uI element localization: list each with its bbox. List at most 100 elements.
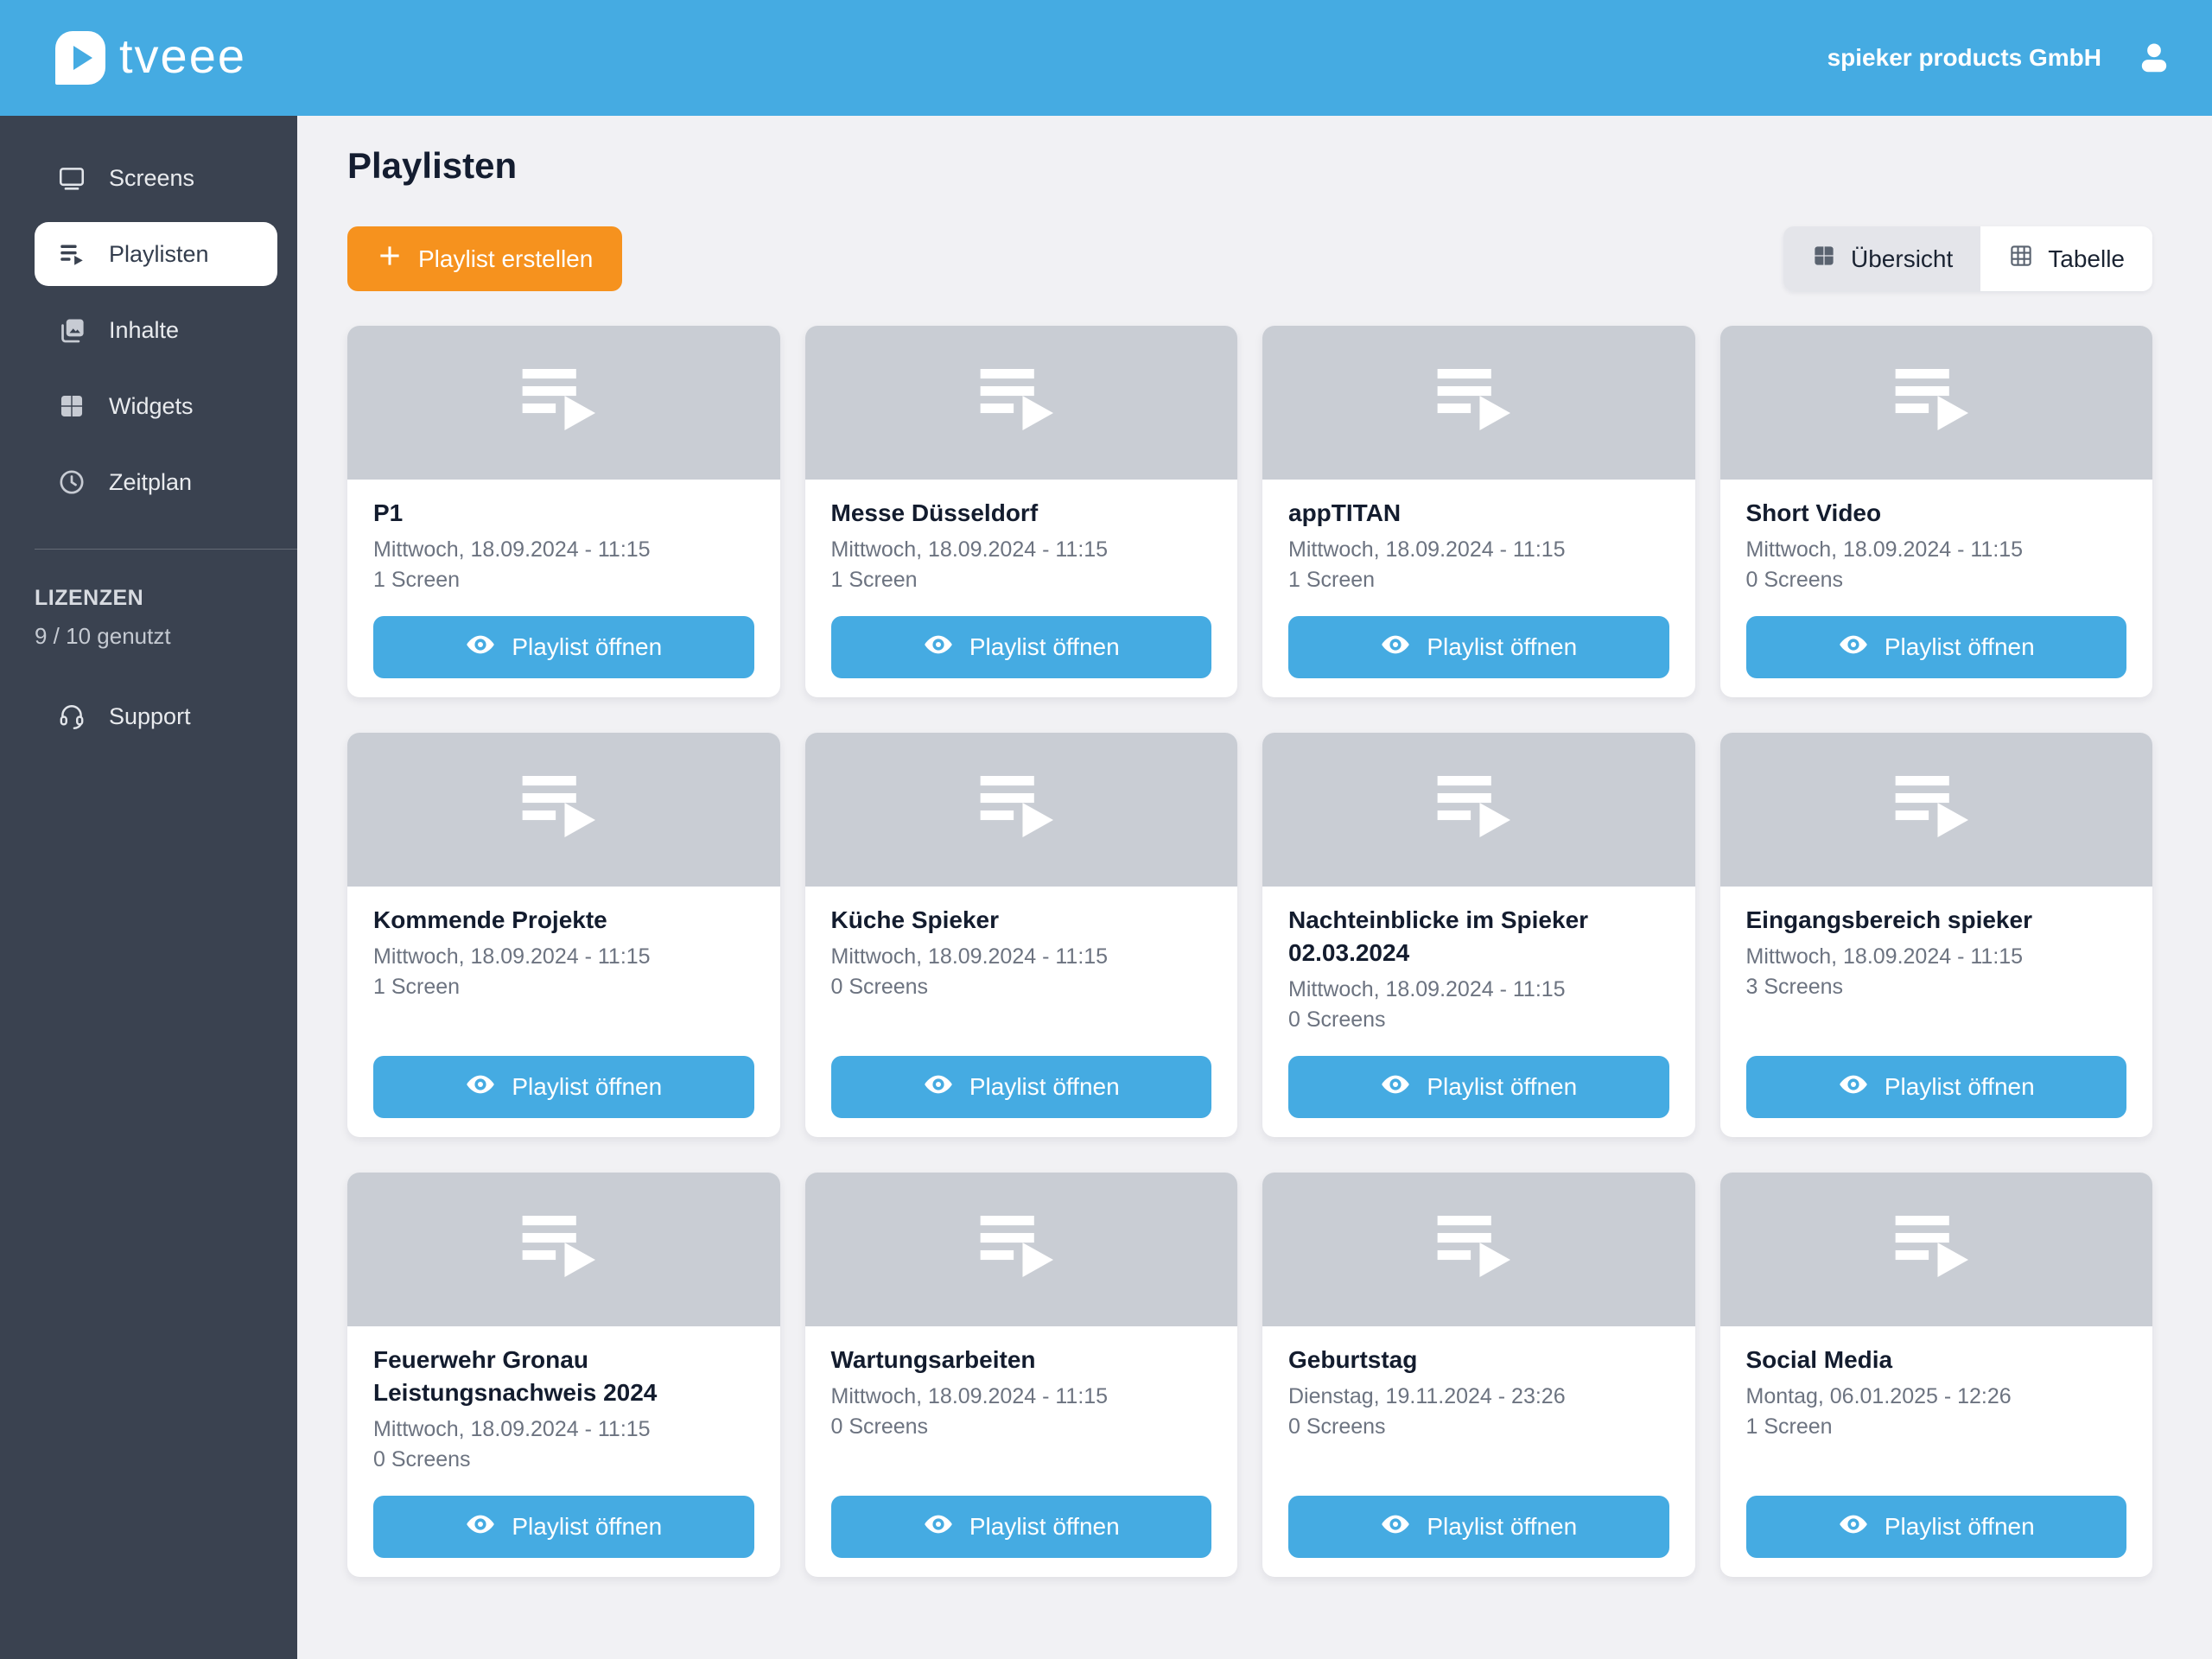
playlist-card-title: P1 (373, 499, 404, 526)
open-playlist-button[interactable]: Playlist öffnen (1288, 1056, 1669, 1118)
widgets-icon (57, 391, 86, 421)
open-playlist-button-label: Playlist öffnen (969, 1073, 1120, 1100)
playlist-placeholder-icon (1895, 368, 1978, 437)
playlist-placeholder-icon (980, 1215, 1063, 1284)
open-playlist-button[interactable]: Playlist öffnen (1745, 1496, 2126, 1558)
open-playlist-button-label: Playlist öffnen (512, 1073, 663, 1100)
playlist-card-title: Küche Spieker (830, 906, 1000, 933)
playlist-card: Küche Spieker Mittwoch, 18.09.2024 - 11:… (804, 733, 1237, 1137)
playlist-thumbnail (804, 1173, 1237, 1326)
company-name: spieker products GmbH (1827, 44, 2101, 71)
playlist-card: Short Video Mittwoch, 18.09.2024 - 11:15… (1719, 326, 2152, 697)
playlist-card: Eingangsbereich spieker Mittwoch, 18.09.… (1719, 733, 2152, 1137)
logo-text: tveee (119, 29, 246, 83)
playlist-card: Wartungsarbeiten Mittwoch, 18.09.2024 - … (804, 1173, 1237, 1577)
playlist-card: P1 Mittwoch, 18.09.2024 - 11:15 1 Screen… (347, 326, 780, 697)
topbar-right: spieker products GmbH (1827, 37, 2174, 79)
playlist-card-title: Messe Düsseldorf (830, 499, 1039, 526)
playlist-card: appTITAN Mittwoch, 18.09.2024 - 11:15 1 … (1262, 326, 1695, 697)
app-logo[interactable]: tveee (55, 31, 246, 85)
playlist-placeholder-icon (980, 775, 1063, 844)
playlist-card: Social Media Montag, 06.01.2025 - 12:26 … (1719, 1173, 2153, 1577)
main-content: Playlisten Playlist erstellen (297, 116, 2212, 1659)
view-toggle-tabelle[interactable]: Tabelle (1980, 226, 2152, 291)
sidebar-item-inhalte[interactable]: Inhalte (35, 298, 277, 362)
playlist-thumbnail (1719, 733, 2152, 887)
open-playlist-button[interactable]: Playlist öffnen (1745, 616, 2126, 678)
open-playlist-button[interactable]: Playlist öffnen (373, 1056, 754, 1118)
open-playlist-button[interactable]: Playlist öffnen (830, 616, 1211, 678)
sidebar-item-zeitplan[interactable]: Zeitplan (35, 450, 277, 514)
table-icon (2008, 243, 2034, 275)
open-playlist-button-label: Playlist öffnen (512, 633, 663, 660)
open-playlist-button[interactable]: Playlist öffnen (830, 1496, 1211, 1558)
sidebar-item-support[interactable]: Support (35, 684, 277, 748)
playlist-grid: P1 Mittwoch, 18.09.2024 - 11:15 1 Screen… (347, 326, 2152, 1577)
user-menu-button[interactable] (2134, 37, 2174, 79)
sidebar-item-label: Widgets (109, 392, 194, 419)
playlist-card-body: P1 Mittwoch, 18.09.2024 - 11:15 1 Screen… (347, 480, 780, 697)
playlist-card-body: Geburtstag Dienstag, 19.11.2024 - 23:26 … (1262, 1326, 1695, 1577)
eye-icon (465, 1509, 496, 1546)
open-playlist-button[interactable]: Playlist öffnen (373, 1496, 754, 1558)
licenses-usage: 9 / 10 genutzt (35, 623, 171, 649)
playlist-card-date: Montag, 06.01.2025 - 12:26 (1745, 1384, 2012, 1408)
playlist-placeholder-icon (980, 368, 1063, 437)
playlist-card-body: appTITAN Mittwoch, 18.09.2024 - 11:15 1 … (1262, 480, 1695, 697)
playlist-card-date: Dienstag, 19.11.2024 - 23:26 (1288, 1384, 1566, 1408)
images-icon (57, 315, 86, 345)
open-playlist-button[interactable]: Playlist öffnen (1288, 616, 1669, 678)
open-playlist-button-label: Playlist öffnen (969, 633, 1120, 660)
playlist-thumbnail (1719, 1173, 2152, 1326)
playlist-card-screens: 1 Screen (1745, 1414, 1833, 1439)
playlist-thumbnail (347, 1173, 780, 1326)
playlist-placeholder-icon (522, 1215, 605, 1284)
playlist-icon (57, 239, 86, 269)
open-playlist-button[interactable]: Playlist öffnen (373, 616, 754, 678)
playlist-thumbnail (1262, 1173, 1695, 1326)
playlist-card-title: Social Media (1745, 1346, 1893, 1373)
playlist-card-body: Social Media Montag, 06.01.2025 - 12:26 … (1720, 1326, 2153, 1577)
sidebar-item-screens[interactable]: Screens (35, 146, 277, 210)
playlist-thumbnail (1262, 733, 1695, 887)
user-icon (2134, 37, 2174, 79)
create-playlist-button[interactable]: Playlist erstellen (347, 226, 623, 291)
page-title: Playlisten (347, 145, 518, 186)
view-toggle-uebersicht[interactable]: Übersicht (1783, 226, 1981, 291)
playlist-card-screens: 0 Screens (830, 1414, 929, 1439)
playlist-card-date: Mittwoch, 18.09.2024 - 11:15 (1745, 537, 2024, 562)
eye-icon (1838, 629, 1869, 666)
open-playlist-button[interactable]: Playlist öffnen (1288, 1496, 1669, 1558)
playlist-card-screens: 0 Screens (373, 1447, 471, 1471)
view-toggle-label: Tabelle (2048, 245, 2125, 272)
open-playlist-button-label: Playlist öffnen (512, 1513, 663, 1540)
playlist-thumbnail (347, 733, 780, 887)
playlist-card-title: Feuerwehr Gronau Leistungsnachweis 2024 (373, 1346, 658, 1406)
playlist-card-screens: 0 Screens (1288, 1007, 1386, 1032)
open-playlist-button[interactable]: Playlist öffnen (830, 1056, 1211, 1118)
headset-icon (57, 702, 86, 731)
sidebar: Screens Playlisten Inhalt (0, 116, 297, 1659)
open-playlist-button[interactable]: Playlist öffnen (1745, 1056, 2126, 1118)
sidebar-item-playlisten[interactable]: Playlisten (35, 222, 277, 286)
playlist-card-title: Geburtstag (1288, 1346, 1418, 1373)
sidebar-item-widgets[interactable]: Widgets (35, 374, 277, 438)
playlist-card-title: Nachteinblicke im Spieker 02.03.2024 (1288, 906, 1589, 966)
playlist-card: Feuerwehr Gronau Leistungsnachweis 2024 … (347, 1173, 780, 1577)
playlist-card: Geburtstag Dienstag, 19.11.2024 - 23:26 … (1262, 1173, 1695, 1577)
actions-row: Playlist erstellen Übersicht (347, 226, 2152, 291)
view-toggle-label: Übersicht (1851, 245, 1954, 272)
sidebar-divider (35, 549, 297, 550)
playlist-card-title: appTITAN (1288, 499, 1402, 526)
playlist-card-date: Mittwoch, 18.09.2024 - 11:15 (830, 537, 1109, 562)
playlist-placeholder-icon (522, 368, 605, 437)
playlist-card-date: Mittwoch, 18.09.2024 - 11:15 (1745, 944, 2024, 969)
playlist-card-title: Eingangsbereich spieker (1745, 906, 2032, 933)
playlist-card-date: Mittwoch, 18.09.2024 - 11:15 (830, 944, 1109, 969)
eye-icon (923, 1069, 954, 1106)
playlist-card-screens: 3 Screens (1745, 975, 1844, 999)
playlist-placeholder-icon (1437, 1215, 1520, 1284)
playlist-card-date: Mittwoch, 18.09.2024 - 11:15 (1288, 977, 1566, 1001)
open-playlist-button-label: Playlist öffnen (1884, 633, 2035, 660)
playlist-card: Nachteinblicke im Spieker 02.03.2024 Mit… (1262, 733, 1695, 1137)
